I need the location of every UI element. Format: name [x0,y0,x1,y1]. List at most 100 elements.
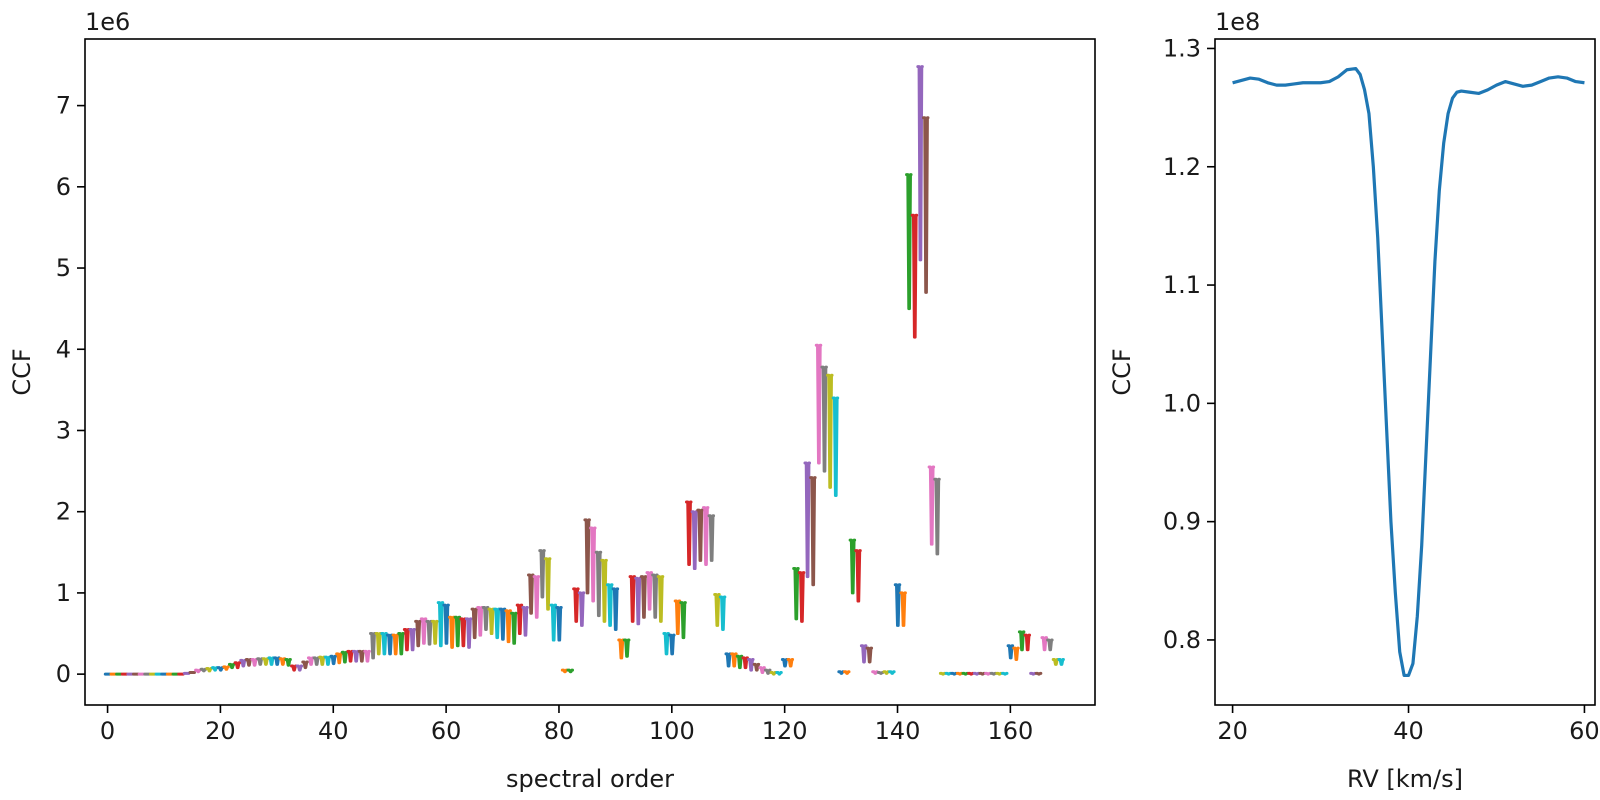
right-axes-frame [1214,38,1596,706]
right-y-tick-label: 0.8 [1163,626,1201,654]
order-ccf-segment [312,656,321,666]
order-ccf-segment [1051,658,1060,666]
order-ccf-segment [921,116,930,294]
left-y-tick-label: 5 [56,254,71,282]
left-y-axis-label: CCF [8,348,36,395]
right-x-axis-label: RV [km/s] [1347,765,1463,793]
right-x-ticks: 20 40 60 [1217,705,1600,745]
order-ccf-segment [515,603,524,636]
order-ccf-segment [199,667,208,673]
right-y-tick-label: 1.2 [1163,153,1201,181]
order-ccf-segment [481,606,490,631]
order-ccf-segment [526,573,535,615]
order-ccf-segment [696,508,704,562]
order-ccf-segment [617,638,625,660]
order-ccf-segment [701,506,710,566]
order-ccf-segment [668,633,676,656]
order-ccf-segment [425,619,433,646]
order-ccf-segment [600,558,608,623]
order-ccf-segment [448,615,456,649]
order-ccf-segment [408,627,417,652]
order-ccf-segment [938,671,947,676]
order-ccf-segment [498,607,507,641]
order-ccf-segment [560,668,569,674]
order-ccf-segment [944,671,953,676]
order-ccf-segment [673,599,682,636]
right-x-tick-label: 40 [1393,717,1424,745]
order-ccf-segment [329,654,338,666]
left-y-tick-label: 2 [56,498,71,526]
order-ccf-segment [645,571,654,611]
order-ccf-segment [611,587,620,631]
order-ccf-segment [504,609,512,644]
left-y-tick-label: 3 [56,416,71,444]
left-x-tick-label: 0 [100,717,115,745]
order-ccf-segment [267,656,275,666]
order-ccf-segment [842,670,851,675]
order-ccf-segment [978,671,986,676]
order-ccf-segment [589,526,597,603]
right-y-tick-label: 1.0 [1163,389,1201,417]
order-ccf-segment [622,638,631,658]
order-ccf-segment [684,500,693,566]
order-ccf-segment [256,657,264,666]
right-x-tick-label: 60 [1569,717,1600,745]
order-ccf-segment [797,571,806,623]
order-ccf-segment [397,632,405,656]
order-ccf-segment [865,646,874,664]
order-ccf-segment [284,658,292,667]
right-y-axis-label: CCF [1108,348,1136,395]
order-ccf-segment [775,671,783,676]
order-ccf-segment [713,593,721,627]
order-ccf-segment [718,595,727,631]
left-x-axis-label: spectral order [506,765,674,793]
right-y-tick-label: 0.9 [1163,508,1201,536]
order-ccf-segment [690,510,699,571]
left-y-tick-label: 0 [56,660,71,688]
order-ccf-segment [1023,633,1032,652]
left-axes-frame [84,38,1096,706]
right-y-ticks: 0.8 0.9 1.0 1.1 1.2 1.3 [1163,34,1215,654]
order-ccf-segment [820,365,828,473]
right-y-tick-label: 1.1 [1163,271,1201,299]
order-ccf-segment [369,632,377,660]
order-ccf-segment [459,617,467,648]
order-ccf-segment [583,518,591,595]
right-y-offset-label: 1e8 [1215,8,1260,36]
order-ccf-segment [888,670,896,675]
order-ccf-segment [244,658,253,667]
order-ccf-segment [933,477,941,556]
order-ccf-segment [814,343,823,465]
order-ccf-segment [487,607,496,636]
order-ccf-segment [233,661,242,670]
order-ccf-segment [967,671,975,676]
order-ccf-segment [493,607,501,640]
left-x-tick-label: 20 [205,717,236,745]
order-ccf-segment [577,591,586,627]
order-ccf-segment [1017,630,1026,652]
order-ccf-segment [634,576,642,626]
order-ccf-segment [436,601,445,648]
order-ccf-segment [549,603,558,642]
order-ccf-segment [1012,646,1020,662]
order-ccf-segment [216,666,225,672]
left-x-tick-label: 40 [318,717,349,745]
order-ccf-segment [1040,636,1048,652]
order-ccf-segment [532,575,541,619]
order-ccf-segment [346,649,354,663]
order-ccf-segment [419,617,428,645]
order-ccf-segment [380,632,388,656]
order-ccf-segment [747,658,755,672]
order-ccf-segment [227,662,236,670]
order-ccf-segment [295,664,304,672]
left-x-tick-label: 80 [544,717,575,745]
order-ccf-segment [464,617,473,649]
order-ccf-segment [656,575,665,623]
order-ccf-segment [763,668,772,675]
order-ccf-segment [803,461,811,579]
order-ccf-segment [876,671,885,675]
order-ccf-segment [809,476,817,587]
order-ccf-segment [335,652,343,665]
order-ccf-segment [826,373,834,489]
